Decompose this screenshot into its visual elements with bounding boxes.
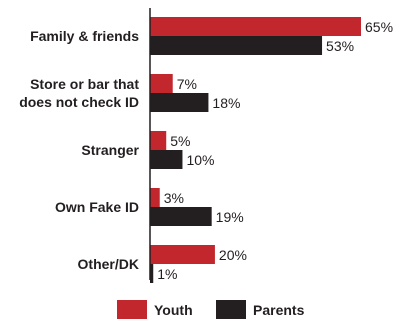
bar-youth-0 <box>150 17 361 36</box>
value-label-youth-2: 5% <box>170 133 190 149</box>
value-label-youth-1: 7% <box>177 76 197 92</box>
bar-parents-1 <box>150 93 209 112</box>
value-label-parents-4: 1% <box>157 266 177 282</box>
legend-swatch-youth <box>117 300 147 319</box>
bar-youth-2 <box>150 131 167 150</box>
category-label-line: Family & friends <box>30 28 139 44</box>
category-label-line: Other/DK <box>78 256 139 272</box>
value-label-youth-3: 3% <box>164 190 184 206</box>
category-label-3: Own Fake ID <box>55 199 139 215</box>
bar-youth-4 <box>150 245 215 264</box>
value-labels: 65% 53% 7% 18% 5% 10% 3% 19% 20% 1% <box>157 19 393 282</box>
category-label-4: Other/DK <box>78 256 139 272</box>
category-label-0: Family & friends <box>30 28 139 44</box>
category-label-2: Stranger <box>81 142 139 158</box>
legend-label-parents: Parents <box>253 302 305 318</box>
category-label-line: does not check ID <box>19 94 139 110</box>
bars-group <box>150 17 361 283</box>
legend-swatch-parents <box>216 300 246 319</box>
category-labels: Family & friends Store or bar that does no… <box>19 28 139 272</box>
legend-label-youth: Youth <box>154 302 193 318</box>
category-label-line: Own Fake ID <box>55 199 139 215</box>
category-label-line: Stranger <box>81 142 139 158</box>
bar-youth-1 <box>150 74 173 93</box>
bar-parents-4 <box>150 264 154 283</box>
legend: Youth Parents <box>117 300 305 319</box>
value-label-parents-0: 53% <box>326 38 354 54</box>
bar-parents-3 <box>150 207 212 226</box>
value-label-youth-4: 20% <box>219 247 247 263</box>
bar-parents-0 <box>150 36 323 55</box>
category-label-1: Store or bar that does not check ID <box>19 76 139 110</box>
value-label-parents-2: 10% <box>186 152 214 168</box>
value-label-parents-3: 19% <box>216 209 244 225</box>
value-label-parents-1: 18% <box>212 95 240 111</box>
value-label-youth-0: 65% <box>365 19 393 35</box>
category-label-line: Store or bar that <box>30 76 139 92</box>
bar-youth-3 <box>150 188 160 207</box>
bar-parents-2 <box>150 150 183 169</box>
